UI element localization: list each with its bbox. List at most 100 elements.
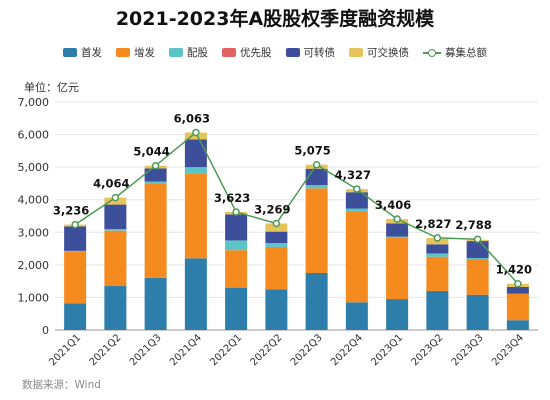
bar-segment — [265, 243, 288, 247]
bar-segment — [426, 290, 449, 330]
bar-segment — [305, 185, 328, 189]
bar-segment — [305, 273, 328, 330]
bar-segment — [225, 250, 248, 288]
chart-title: 2021-2023年A股股权季度融资规模 — [115, 8, 435, 30]
total-line — [74, 131, 519, 285]
bar-segment — [184, 258, 207, 330]
bar-segment — [506, 320, 529, 330]
bar-segment — [506, 287, 529, 294]
y-tick-label: 2,000 — [18, 259, 50, 272]
total-data-label: 2,827 — [415, 217, 451, 231]
total-data-label: 4,327 — [335, 168, 371, 182]
bar-segment — [345, 192, 368, 209]
bar-segment — [506, 293, 529, 321]
legend-item-ipo: 首发 — [63, 45, 102, 60]
bar-segment — [265, 289, 288, 330]
total-point — [433, 234, 442, 242]
bar-segment — [104, 229, 127, 231]
bar-segment — [64, 303, 87, 330]
legend-item-total: 募集总额 — [423, 45, 487, 60]
legend-swatch-rights — [169, 48, 183, 57]
bar-segment — [144, 168, 167, 182]
bar-segment — [104, 230, 127, 287]
bar-segment — [144, 183, 167, 278]
bar-segment — [426, 244, 449, 254]
y-tick-label: 7,000 — [18, 96, 50, 109]
bar-segment — [265, 231, 288, 244]
bar-segment — [386, 237, 409, 300]
x-tick-label: 2023Q3 — [450, 332, 486, 368]
bar-segment — [386, 236, 409, 238]
total-point — [473, 235, 482, 243]
bar-segment — [144, 277, 167, 330]
bar-segment — [184, 139, 207, 168]
x-tick-label: 2021Q1 — [47, 332, 83, 368]
total-data-label: 6,063 — [174, 112, 210, 126]
bar-segment — [184, 173, 207, 259]
total-point — [272, 219, 281, 228]
legend-label-placement: 增发 — [134, 47, 155, 59]
bar-segment — [184, 167, 207, 174]
legend-swatch-preferred — [222, 48, 236, 57]
bar-segment — [265, 246, 288, 290]
total-point — [111, 193, 120, 202]
bar-segment — [104, 286, 127, 330]
legend-item-placement: 增发 — [116, 45, 155, 60]
x-tick-label: 2021Q2 — [88, 332, 124, 368]
total-data-label: 4,064 — [93, 177, 129, 191]
bar-segment — [466, 258, 489, 259]
total-point — [192, 128, 200, 137]
y-tick-label: 6,000 — [18, 129, 50, 142]
bar-segment — [345, 302, 368, 330]
total-point — [151, 161, 160, 170]
unit-label: 单位：亿元 — [24, 81, 79, 94]
total-point — [353, 185, 361, 193]
bar-segment — [305, 188, 328, 273]
x-tick-label: 2022Q2 — [249, 332, 285, 368]
total-data-label: 5,075 — [294, 144, 330, 158]
x-tick-label: 2023Q1 — [369, 332, 405, 368]
total-data-label: 3,623 — [214, 191, 250, 205]
legend-item-rights: 配股 — [169, 45, 208, 60]
x-tick-label: 2022Q4 — [329, 332, 365, 368]
bar-segment — [104, 204, 127, 230]
legend-swatch-exchangeable — [349, 48, 363, 57]
legend-label-exchangeable: 可交换债 — [367, 47, 409, 59]
bar-segment — [386, 299, 409, 330]
total-point — [312, 160, 321, 169]
total-data-label: 1,420 — [496, 263, 532, 277]
bar-segment — [144, 181, 167, 184]
total-data-label: 2,788 — [455, 218, 491, 232]
legend-item-convertible: 可转债 — [285, 45, 336, 60]
total-point — [514, 279, 522, 288]
bar-segment — [225, 287, 248, 330]
total-point — [393, 215, 401, 223]
legend-label-convertible: 可转债 — [303, 47, 336, 59]
bar-segment — [64, 226, 87, 251]
y-tick-label: 3,000 — [18, 226, 50, 239]
y-tick-label: 1,000 — [18, 291, 50, 304]
y-tick-label: 0 — [42, 324, 49, 337]
bar-segment — [466, 241, 489, 259]
x-tick-label: 2023Q4 — [490, 332, 526, 368]
legend-swatch-total — [423, 48, 441, 58]
bar-segment — [466, 258, 489, 295]
legend-label-ipo: 首发 — [81, 47, 102, 59]
x-tick-label: 2022Q3 — [289, 332, 325, 368]
bar-segment — [386, 223, 409, 237]
x-tick-label: 2023Q2 — [410, 332, 446, 368]
x-tick-label: 2021Q4 — [168, 332, 204, 368]
total-point — [71, 220, 79, 229]
bar-segment — [426, 256, 449, 291]
legend-label-preferred: 优先股 — [240, 47, 272, 59]
bar-segment — [64, 251, 87, 304]
y-tick-label: 5,000 — [18, 161, 50, 174]
x-tick-label: 2021Q3 — [128, 332, 164, 368]
legend-swatch-placement — [116, 48, 130, 57]
bar-segment — [225, 214, 248, 241]
legend: 首发 增发 配股 优先股 可转债 可交换债 募集总额 — [0, 45, 550, 60]
y-tick-label: 4,000 — [18, 194, 50, 207]
total-data-label: 3,406 — [375, 198, 411, 212]
bar-segment — [265, 223, 288, 232]
